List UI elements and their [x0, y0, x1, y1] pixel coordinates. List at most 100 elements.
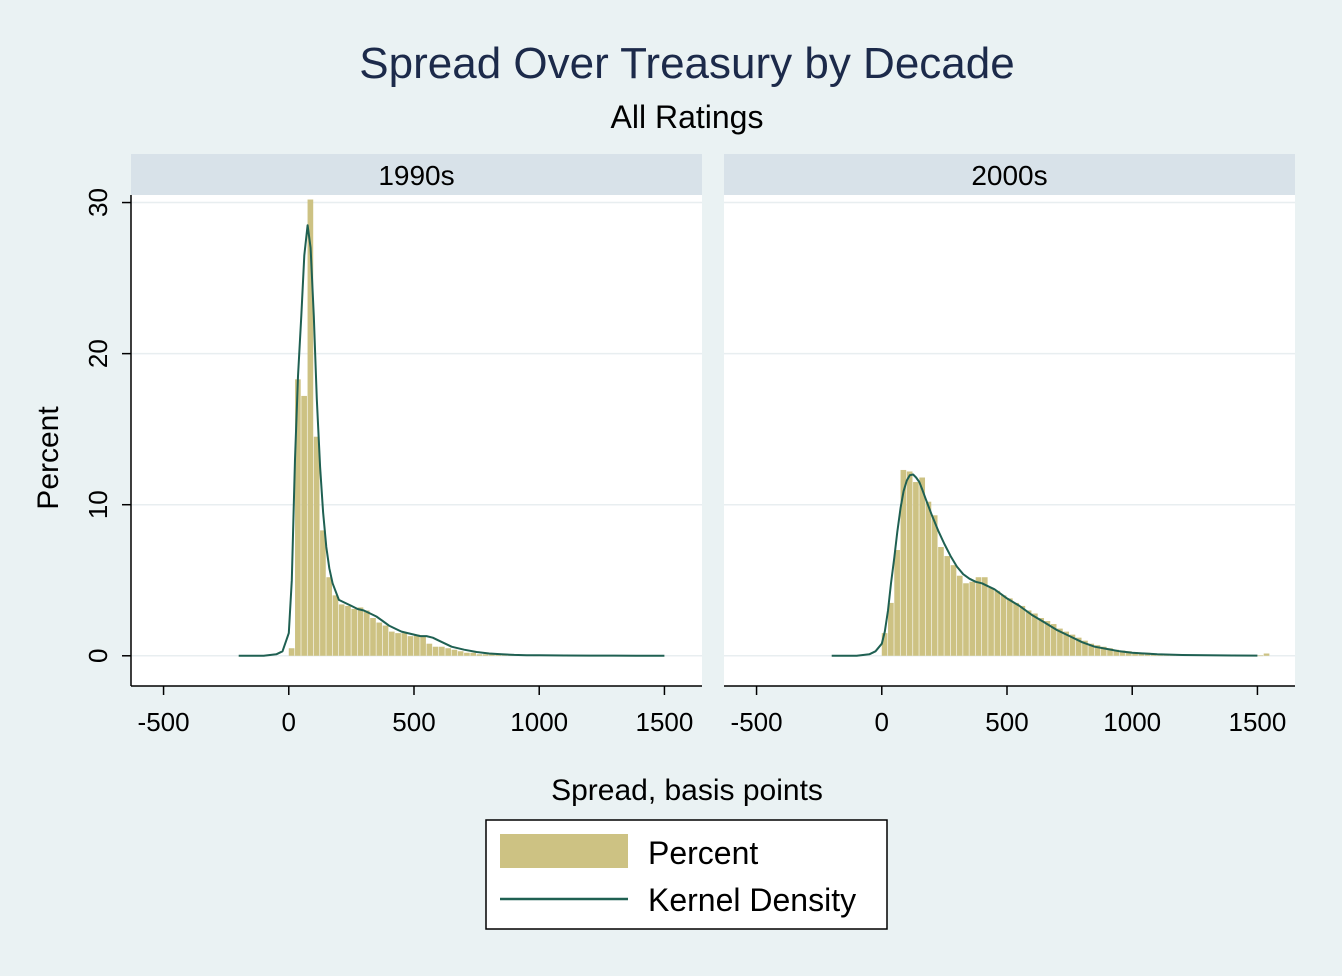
- histogram-bar: [1050, 624, 1057, 656]
- chart-title: Spread Over Treasury by Decade: [359, 39, 1014, 88]
- histogram-bar: [981, 577, 988, 656]
- histogram-bar: [1006, 598, 1013, 656]
- histogram-bar: [944, 556, 951, 656]
- panels-group: 1990s 0 10 20 30 -500 0 500 1000 1500 2000s -500 0 50…: [83, 154, 1295, 737]
- histogram-bar: [888, 602, 894, 656]
- histogram-bar: [301, 395, 307, 656]
- panel-strip-label: 2000s: [971, 160, 1047, 191]
- histogram-bar: [1000, 595, 1007, 656]
- histogram-bar: [357, 607, 364, 656]
- x-tick-label: -500: [731, 707, 783, 737]
- panel-strip-label: 1990s: [378, 160, 454, 191]
- histogram-bar: [988, 587, 994, 656]
- y-axis-label: Percent: [32, 406, 65, 510]
- histogram-bar: [351, 608, 358, 656]
- histogram-bar: [1013, 602, 1019, 656]
- histogram-bar: [313, 436, 320, 656]
- x-tick-label: 500: [985, 707, 1028, 737]
- plot-area: [131, 195, 702, 686]
- histogram-bar: [413, 634, 420, 656]
- histogram-bar: [407, 636, 414, 656]
- histogram-bar: [288, 648, 295, 656]
- histogram-bar: [470, 652, 477, 656]
- histogram-bar: [1113, 649, 1120, 656]
- histogram-bar: [489, 654, 495, 656]
- histogram-bar: [1082, 640, 1088, 656]
- histogram-bar: [1038, 618, 1044, 656]
- histogram-bar: [345, 605, 351, 656]
- histogram-bar: [1025, 610, 1032, 656]
- histogram-bar: [1119, 650, 1126, 656]
- y-tick-label: 20: [83, 339, 113, 368]
- histogram-bar: [994, 590, 1001, 656]
- histogram-bar: [326, 577, 333, 656]
- histogram-bar: [363, 610, 370, 656]
- histogram-bar: [1069, 634, 1076, 656]
- histogram-bar: [476, 654, 483, 656]
- y-tick-label: 0: [83, 649, 113, 663]
- histogram-bar: [439, 646, 445, 656]
- histogram-bar: [975, 577, 982, 656]
- histogram-bar: [1100, 646, 1107, 656]
- histogram-bar: [432, 646, 439, 656]
- histogram-bar: [950, 565, 957, 656]
- panel-1990s: 1990s 0 10 20 30 -500 0 500 1000 1500: [83, 154, 702, 737]
- histogram-bar: [1019, 605, 1026, 656]
- histogram-bar: [938, 547, 944, 656]
- histogram-bar: [295, 379, 301, 656]
- legend-label-kernel-density: Kernel Density: [648, 882, 856, 918]
- histogram-bar: [963, 583, 969, 656]
- histogram-bar: [338, 604, 345, 656]
- x-tick-label: 0: [875, 707, 889, 737]
- histogram-bar: [482, 654, 489, 656]
- histogram-bar: [464, 652, 470, 656]
- legend: Percent Kernel Density: [485, 819, 888, 930]
- histogram-bar: [376, 622, 383, 656]
- y-tick-label: 30: [83, 188, 113, 217]
- chart-subtitle: All Ratings: [611, 99, 764, 135]
- histogram-bar: [1125, 651, 1132, 656]
- legend-swatch-percent: [500, 834, 628, 868]
- histogram-bar: [1088, 643, 1095, 656]
- x-tick-label: 1000: [510, 707, 568, 737]
- histogram-bar: [445, 648, 451, 656]
- histogram-bar: [1063, 631, 1070, 656]
- histogram-bar: [307, 199, 314, 656]
- histogram-bar: [969, 581, 976, 656]
- x-tick-label: 0: [282, 707, 296, 737]
- histogram-bar: [906, 471, 913, 656]
- histogram-bar: [925, 501, 932, 656]
- histogram-bar: [900, 469, 907, 656]
- histogram-bar: [1263, 653, 1270, 656]
- x-tick-label: -500: [138, 707, 190, 737]
- panel-strip: [724, 154, 1295, 195]
- histogram-bar: [332, 595, 339, 656]
- histogram-bar: [919, 477, 926, 656]
- histogram-bar: [1107, 648, 1113, 656]
- panel-strip: [131, 154, 702, 195]
- histogram-bar: [426, 643, 433, 656]
- histogram-bar: [1057, 628, 1063, 656]
- histogram-bar: [457, 651, 464, 656]
- histogram-bar: [395, 633, 401, 656]
- histogram-bar: [1032, 613, 1038, 656]
- histogram-bar: [894, 550, 900, 656]
- histogram-bar: [320, 530, 326, 656]
- kernel-density-line: [831, 473, 1258, 657]
- histogram-bar: [1257, 655, 1264, 657]
- y-tick-label: 10: [83, 490, 113, 519]
- legend-label-percent: Percent: [648, 835, 758, 871]
- histogram-bar: [956, 575, 963, 656]
- x-axis-label: Spread, basis points: [551, 774, 823, 807]
- histogram-bar: [1094, 645, 1101, 656]
- x-tick-label: 1000: [1103, 707, 1161, 737]
- histogram-bar: [451, 649, 458, 656]
- histogram-bar: [1075, 637, 1082, 656]
- histogram-bar: [370, 618, 376, 656]
- histogram-bar: [382, 625, 389, 656]
- x-tick-label: 1500: [636, 707, 694, 737]
- histogram-bar: [931, 515, 938, 656]
- x-tick-label: 500: [392, 707, 435, 737]
- histogram-bar: [1044, 621, 1051, 656]
